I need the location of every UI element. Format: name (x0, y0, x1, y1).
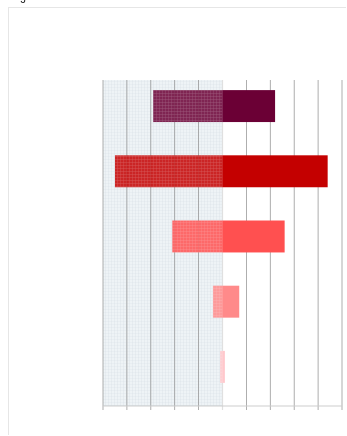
grid-lines (102, 80, 343, 410)
bar-negative-hatch-5 (220, 350, 223, 383)
bar-positive-2 (222, 155, 328, 188)
bar-positive-3 (222, 220, 285, 253)
bar-positive-1 (222, 90, 276, 123)
corner-text: ’J (18, 0, 26, 6)
bar-positive-5 (222, 350, 225, 383)
bar-negative-hatch-2 (114, 155, 223, 188)
bar-negative-hatch-1 (153, 90, 223, 123)
bar-negative-hatch-3 (172, 220, 223, 253)
bars-group (114, 90, 328, 383)
chart-frame (8, 7, 346, 435)
bar-negative-hatch-4 (212, 285, 223, 318)
bar-positive-4 (222, 285, 240, 318)
